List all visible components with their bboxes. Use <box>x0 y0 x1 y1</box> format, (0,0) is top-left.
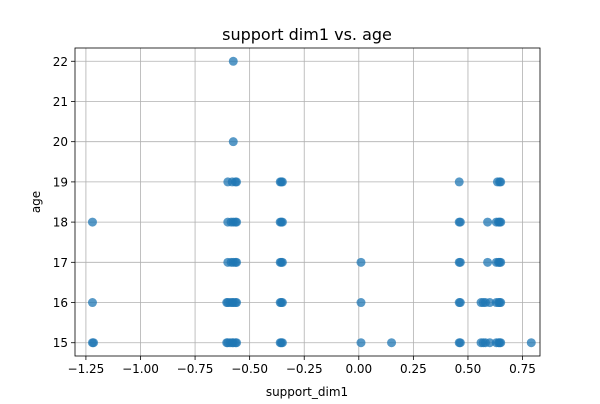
x-tick-label: −1.25 <box>68 362 105 376</box>
data-point <box>485 298 495 308</box>
plot-frame <box>74 47 541 357</box>
data-point <box>228 137 238 147</box>
data-point <box>89 338 99 348</box>
data-point <box>277 338 287 348</box>
data-point <box>277 257 287 267</box>
x-tick-label: 0.50 <box>455 362 482 376</box>
data-point <box>485 338 495 348</box>
data-points <box>87 56 536 348</box>
data-point <box>455 338 465 348</box>
data-point <box>483 257 493 267</box>
y-tick-label: 15 <box>53 336 68 350</box>
data-point <box>277 217 287 227</box>
grid-lines <box>75 48 540 356</box>
y-tick-label: 18 <box>53 216 68 230</box>
data-point <box>526 338 536 348</box>
data-point <box>496 338 506 348</box>
data-point <box>387 338 397 348</box>
data-point <box>228 56 238 66</box>
data-point <box>483 217 493 227</box>
data-point <box>232 298 242 308</box>
data-point <box>277 298 287 308</box>
x-axis-label: support_dim1 <box>266 385 348 399</box>
y-axis-label: age <box>29 191 43 213</box>
data-point <box>455 298 465 308</box>
data-point <box>496 217 506 227</box>
data-point <box>232 217 242 227</box>
y-tick-label: 16 <box>53 296 68 310</box>
data-point <box>232 257 242 267</box>
axis-ticks: −1.25 −1.00 −0.75 −0.50 −0.25 0.00 0.25 0.50 0.7… <box>53 55 536 376</box>
y-tick-label: 22 <box>53 55 68 69</box>
data-point <box>356 257 366 267</box>
y-tick-label: 17 <box>53 256 68 270</box>
data-point <box>496 257 506 267</box>
y-tick-label: 21 <box>53 95 68 109</box>
x-tick-label: −1.00 <box>122 362 159 376</box>
x-tick-label: 0.75 <box>509 362 536 376</box>
x-tick-label: −0.25 <box>286 362 323 376</box>
data-point <box>87 298 97 308</box>
data-point <box>277 177 287 187</box>
data-point <box>496 298 506 308</box>
x-tick-label: 0.25 <box>400 362 427 376</box>
x-tick-label: −0.50 <box>231 362 268 376</box>
data-point <box>454 177 464 187</box>
chart-title: support dim1 vs. age <box>222 25 392 44</box>
data-point <box>232 177 242 187</box>
data-point <box>455 257 465 267</box>
data-point <box>232 338 242 348</box>
y-tick-label: 20 <box>53 135 68 149</box>
data-point <box>455 217 465 227</box>
x-tick-label: −0.75 <box>177 362 214 376</box>
x-tick-label: 0.00 <box>345 362 372 376</box>
data-point <box>356 298 366 308</box>
data-point <box>356 338 366 348</box>
data-point <box>496 177 506 187</box>
y-tick-label: 19 <box>53 175 68 189</box>
data-point <box>87 217 97 227</box>
